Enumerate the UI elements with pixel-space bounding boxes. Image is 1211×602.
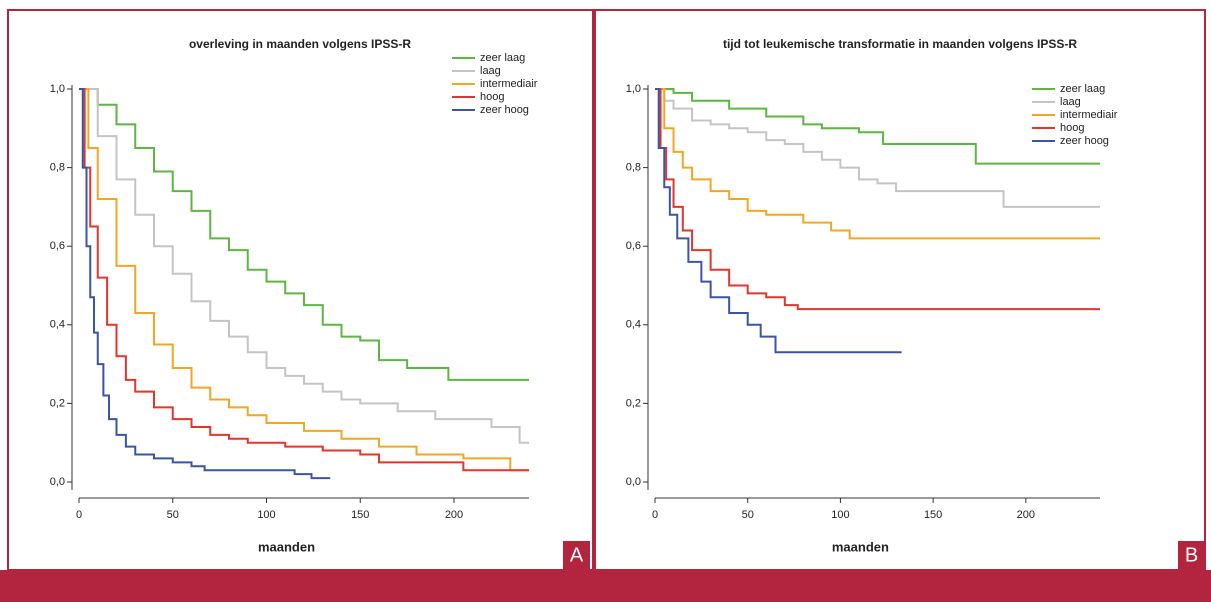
legend-label: hoog <box>1060 122 1084 134</box>
x-tick-label: 50 <box>742 509 754 521</box>
x-tick-label: 200 <box>1017 509 1035 521</box>
x-tick-label: 0 <box>652 509 658 521</box>
panel-label: B <box>1185 544 1198 566</box>
chart-title: overleving in maanden volgens IPSS-R <box>189 37 411 51</box>
legend-label: intermediair <box>1060 109 1118 121</box>
y-tick-label: 0,2 <box>626 397 641 409</box>
legend-label: laag <box>1060 96 1081 108</box>
y-tick-label: 0,6 <box>626 240 641 252</box>
x-axis-label: maanden <box>258 539 315 554</box>
survival-curve <box>655 88 1100 311</box>
x-axis-label: maanden <box>832 539 889 554</box>
legend-label: intermediair <box>480 78 538 90</box>
x-tick-label: 150 <box>924 509 942 521</box>
panel-label: A <box>570 544 584 566</box>
panel-frame <box>594 9 1206 571</box>
y-tick-label: 0,0 <box>626 476 641 488</box>
survival-curve <box>79 88 529 472</box>
x-tick-label: 50 <box>167 509 179 521</box>
survival-curve <box>655 88 1100 208</box>
y-tick-label: 1,0 <box>626 83 641 95</box>
y-tick-label: 0,6 <box>50 240 65 252</box>
x-tick-label: 0 <box>76 509 82 521</box>
legend-label: zeer hoog <box>1060 135 1109 147</box>
legend-label: zeer laag <box>1060 83 1105 95</box>
legend-label: hoog <box>480 91 504 103</box>
panel-label-box <box>563 541 590 570</box>
panel-frame <box>7 9 594 571</box>
bottom-band <box>0 570 1211 602</box>
legend-label: zeer hoog <box>480 104 529 116</box>
survival-curve <box>79 88 529 472</box>
y-tick-label: 0,4 <box>50 319 65 331</box>
survival-curve <box>655 88 1100 240</box>
x-tick-label: 150 <box>351 509 369 521</box>
survival-curve <box>655 88 902 354</box>
panel-label-box <box>1178 541 1205 570</box>
y-tick-label: 0,8 <box>50 162 65 174</box>
survival-curve <box>79 88 529 381</box>
survival-curve <box>655 88 1100 165</box>
y-tick-label: 0,4 <box>626 319 641 331</box>
y-tick-label: 0,8 <box>626 162 641 174</box>
legend-label: laag <box>480 65 501 77</box>
x-tick-label: 100 <box>831 509 849 521</box>
y-tick-label: 0,0 <box>50 476 65 488</box>
x-tick-label: 200 <box>445 509 463 521</box>
x-tick-label: 100 <box>257 509 275 521</box>
legend-label: zeer laag <box>480 52 525 64</box>
y-tick-label: 0,2 <box>50 397 65 409</box>
chart-title: tijd tot leukemische transformatie in ma… <box>723 37 1077 51</box>
survival-curve <box>79 88 529 444</box>
survival-curve <box>79 88 331 480</box>
y-tick-label: 1,0 <box>50 83 65 95</box>
